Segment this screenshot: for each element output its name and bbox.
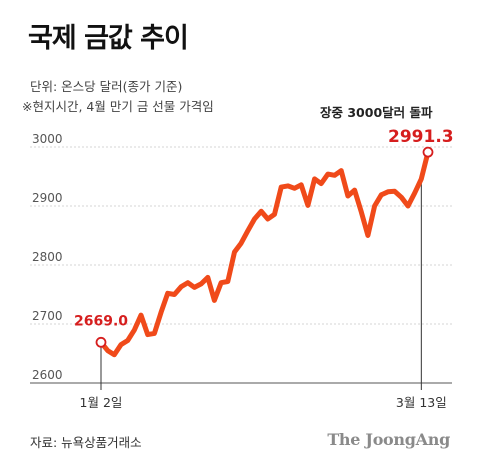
y-tick-label-2900: 2900 [32, 191, 63, 205]
chart-title: 국제 금값 추이 [28, 23, 189, 54]
source-note: 자료: 뉴욕상품거래소 [30, 435, 142, 450]
end-point-marker [422, 146, 434, 158]
y-tick-label-2700: 2700 [32, 309, 63, 323]
publisher-logo: The JoongAng [327, 430, 450, 449]
y-tick-label-2800: 2800 [32, 250, 63, 264]
x-tick-label-0: 1월 2일 [80, 395, 123, 410]
end-value-label: 2991.3 [388, 127, 454, 147]
unit-note: 단위: 온스당 달러(종가 기준) [30, 79, 183, 94]
start-value-label: 2669.0 [74, 313, 128, 329]
price-series-line [98, 149, 431, 358]
time-note: ※현지시간, 4월 만기 금 선물 가격임 [22, 99, 214, 114]
end-annotation-label: 장중 3000달러 돌파 [320, 105, 433, 120]
start-point-marker [95, 336, 107, 348]
x-tick-label-48: 3월 13일 [396, 395, 447, 410]
y-tick-label-2600: 2600 [32, 368, 63, 382]
y-tick-label-3000: 3000 [32, 132, 63, 146]
